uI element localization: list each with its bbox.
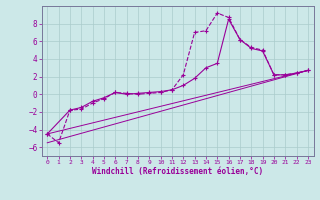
X-axis label: Windchill (Refroidissement éolien,°C): Windchill (Refroidissement éolien,°C) — [92, 167, 263, 176]
